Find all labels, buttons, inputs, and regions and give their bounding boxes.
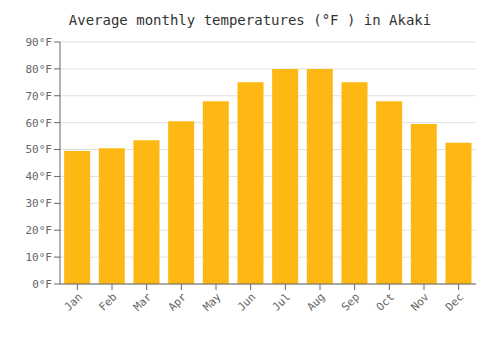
svg-text:Dec: Dec bbox=[443, 290, 466, 313]
svg-text:Jan: Jan bbox=[62, 290, 85, 313]
svg-text:Mar: Mar bbox=[131, 290, 155, 314]
svg-text:Feb: Feb bbox=[96, 290, 119, 313]
svg-text:70°F: 70°F bbox=[26, 90, 53, 103]
html-text:Average monthly temperatures (: Average monthly temperatures (°F ) in Ak… bbox=[68, 12, 432, 28]
svg-text:20°F: 20°F bbox=[26, 224, 53, 237]
svg-text:10°F: 10°F bbox=[26, 251, 53, 264]
svg-text:90°F: 90°F bbox=[26, 36, 53, 49]
svg-text:Jun: Jun bbox=[235, 290, 258, 313]
svg-text:60°F: 60°F bbox=[26, 117, 53, 130]
svg-text:Jul: Jul bbox=[270, 290, 293, 313]
svg-text:Oct: Oct bbox=[374, 290, 397, 313]
svg-text:80°F: 80°F bbox=[26, 63, 53, 76]
svg-text:Apr: Apr bbox=[166, 290, 190, 314]
svg-text:Nov: Nov bbox=[408, 290, 432, 314]
svg-text:0°F: 0°F bbox=[32, 278, 52, 291]
svg-text:50°F: 50°F bbox=[26, 143, 53, 156]
svg-text:40°F: 40°F bbox=[26, 170, 53, 183]
svg-text:Aug: Aug bbox=[304, 290, 327, 313]
svg-text:May: May bbox=[200, 290, 224, 314]
svg-text:30°F: 30°F bbox=[26, 197, 53, 210]
svg-text:Sep: Sep bbox=[339, 290, 362, 313]
